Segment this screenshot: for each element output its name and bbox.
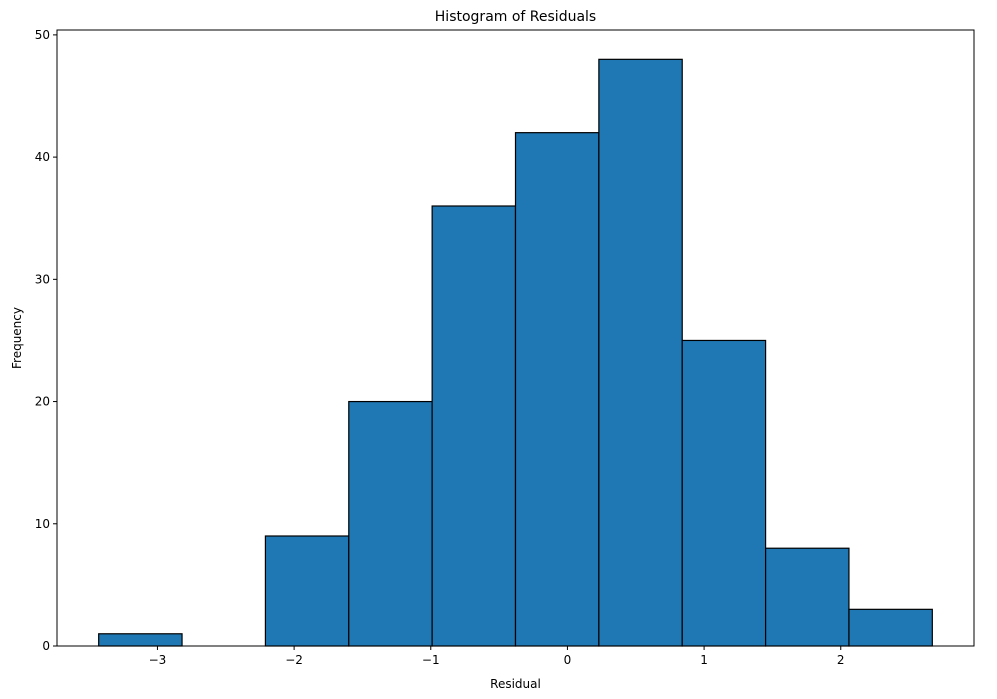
histogram-bar <box>598 58 683 647</box>
y-tick-label: 30 <box>35 272 50 286</box>
x-tick-label: −1 <box>422 653 440 667</box>
y-tick-label: 40 <box>35 150 50 164</box>
y-tick-label: 10 <box>35 517 50 531</box>
chart-title: Histogram of Residuals <box>435 9 596 25</box>
histogram-bar <box>431 205 517 647</box>
x-tick-label: 0 <box>564 653 572 667</box>
bars-group <box>98 58 933 647</box>
histogram-bar <box>848 608 933 647</box>
x-tick-label: −3 <box>149 653 167 667</box>
y-tick-label: 50 <box>35 28 50 42</box>
y-tick-label: 20 <box>35 395 50 409</box>
histogram-bar <box>681 339 767 647</box>
x-tick-label: −2 <box>285 653 303 667</box>
x-axis-ticks: −3 −2 −1 0 1 2 <box>149 646 845 667</box>
x-tick-label: 1 <box>700 653 708 667</box>
x-tick-label: 2 <box>837 653 845 667</box>
histogram-bar <box>764 547 850 647</box>
histogram-bar <box>514 132 600 647</box>
axes-frame <box>56 29 975 647</box>
histogram-bar <box>98 633 183 647</box>
histogram-bar <box>348 400 433 647</box>
histogram-bar <box>264 535 350 647</box>
y-tick-label: 0 <box>42 639 50 653</box>
y-axis-ticks: 0 10 20 30 40 50 <box>35 28 57 653</box>
x-axis-label: Residual <box>490 677 541 691</box>
y-axis-label: Frequency <box>10 307 24 369</box>
